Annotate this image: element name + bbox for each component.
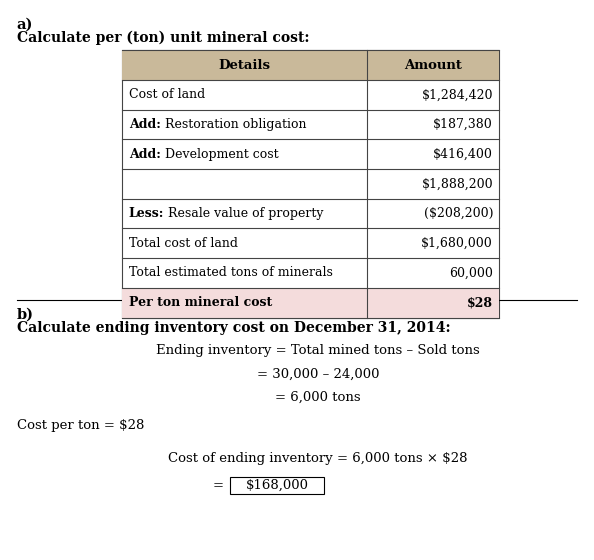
Text: Less:: Less: (129, 207, 165, 220)
Bar (230, 477, 324, 494)
Text: 60,000: 60,000 (449, 267, 493, 279)
Text: Total cost of land: Total cost of land (129, 237, 238, 250)
Text: Cost of land: Cost of land (129, 88, 205, 101)
Text: $187,380: $187,380 (433, 118, 493, 131)
Text: $1,284,420: $1,284,420 (422, 88, 493, 101)
Text: = 30,000 – 24,000: = 30,000 – 24,000 (257, 368, 379, 381)
Text: ($208,200): ($208,200) (424, 207, 493, 220)
Text: = 6,000 tons: = 6,000 tons (275, 391, 361, 404)
Text: $1,680,000: $1,680,000 (421, 237, 493, 250)
Text: =: = (213, 479, 224, 492)
Text: Total estimated tons of minerals: Total estimated tons of minerals (129, 267, 333, 279)
Text: Details: Details (219, 59, 270, 72)
Bar (122, 288, 499, 318)
Text: Cost per ton = $28: Cost per ton = $28 (17, 419, 144, 432)
Text: $168,000: $168,000 (245, 479, 309, 492)
Bar (122, 50, 499, 318)
Text: Per ton mineral cost: Per ton mineral cost (129, 296, 272, 309)
Text: $416,400: $416,400 (433, 148, 493, 161)
Text: $1,888,200: $1,888,200 (421, 178, 493, 190)
Text: a): a) (17, 18, 33, 32)
Bar (122, 50, 499, 80)
Text: Restoration obligation: Restoration obligation (161, 118, 307, 131)
Text: $28: $28 (467, 296, 493, 309)
Text: Calculate per (ton) unit mineral cost:: Calculate per (ton) unit mineral cost: (17, 31, 309, 45)
Text: Ending inventory = Total mined tons – Sold tons: Ending inventory = Total mined tons – So… (156, 344, 480, 357)
Text: Cost of ending inventory = 6,000 tons × $28: Cost of ending inventory = 6,000 tons × … (168, 452, 467, 465)
Text: Development cost: Development cost (161, 148, 279, 161)
Text: Resale value of property: Resale value of property (165, 207, 324, 220)
Text: Amount: Amount (404, 59, 462, 72)
Text: Add:: Add: (129, 148, 161, 161)
Text: Calculate ending inventory cost on December 31, 2014:: Calculate ending inventory cost on Decem… (17, 321, 450, 335)
Text: Add:: Add: (129, 118, 161, 131)
Text: b): b) (17, 308, 34, 322)
